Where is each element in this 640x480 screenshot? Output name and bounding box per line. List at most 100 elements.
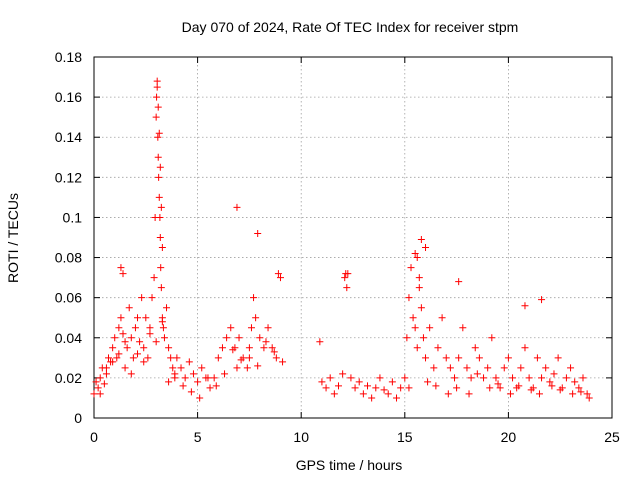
data-point bbox=[113, 354, 121, 362]
data-point bbox=[467, 374, 475, 382]
data-point bbox=[359, 390, 367, 398]
data-point bbox=[438, 314, 446, 322]
y-tick-label: 0 bbox=[74, 410, 82, 426]
y-tick-label: 0.02 bbox=[55, 370, 82, 386]
data-point bbox=[432, 382, 440, 390]
chart-title: Day 070 of 2024, Rate Of TEC Index for r… bbox=[182, 19, 519, 35]
data-point bbox=[276, 274, 284, 282]
data-point bbox=[388, 378, 396, 386]
data-point bbox=[430, 364, 438, 372]
y-tick-label: 0.1 bbox=[63, 209, 83, 225]
data-point bbox=[227, 324, 235, 332]
x-tick-label: 20 bbox=[501, 429, 517, 445]
data-point bbox=[233, 364, 241, 372]
data-point bbox=[196, 394, 204, 402]
data-point bbox=[123, 344, 131, 352]
data-point bbox=[473, 370, 481, 378]
data-point bbox=[129, 354, 137, 362]
x-tick-label: 10 bbox=[293, 429, 309, 445]
data-point bbox=[401, 374, 409, 382]
data-point bbox=[351, 384, 359, 392]
data-point bbox=[459, 324, 467, 332]
data-point bbox=[488, 334, 496, 342]
data-point bbox=[419, 334, 427, 342]
data-point bbox=[384, 390, 392, 398]
data-point bbox=[355, 378, 363, 386]
data-point bbox=[577, 388, 585, 396]
data-point bbox=[119, 330, 127, 338]
data-point bbox=[179, 382, 187, 390]
data-point bbox=[376, 374, 384, 382]
data-point bbox=[155, 173, 163, 181]
data-point bbox=[165, 378, 173, 386]
data-point bbox=[542, 364, 550, 372]
data-point bbox=[484, 364, 492, 372]
data-point bbox=[117, 264, 125, 272]
data-point bbox=[243, 364, 251, 372]
data-point bbox=[347, 374, 355, 382]
data-point bbox=[187, 388, 195, 396]
data-point bbox=[167, 354, 175, 362]
data-point bbox=[494, 380, 502, 388]
data-point bbox=[422, 244, 430, 252]
data-point bbox=[368, 394, 376, 402]
data-point bbox=[102, 364, 110, 372]
data-point bbox=[444, 390, 452, 398]
y-tick-label: 0.16 bbox=[55, 89, 82, 105]
data-point bbox=[260, 344, 268, 352]
data-point bbox=[422, 354, 430, 362]
data-point bbox=[148, 294, 156, 302]
data-point bbox=[156, 234, 164, 241]
data-point bbox=[538, 374, 546, 382]
plot-frame bbox=[93, 56, 613, 419]
data-point bbox=[96, 390, 104, 398]
data-point bbox=[177, 364, 185, 372]
data-point bbox=[96, 374, 104, 382]
data-point bbox=[585, 394, 593, 402]
data-point bbox=[155, 193, 163, 201]
data-point bbox=[579, 374, 587, 382]
data-point bbox=[562, 374, 570, 382]
data-point bbox=[153, 77, 161, 85]
x-tick-label: 5 bbox=[194, 429, 202, 445]
data-point bbox=[146, 330, 154, 338]
data-point bbox=[583, 390, 591, 398]
x-tick-label: 0 bbox=[90, 429, 98, 445]
data-point bbox=[115, 324, 123, 332]
data-point bbox=[334, 382, 342, 390]
data-point bbox=[153, 83, 161, 91]
data-point bbox=[181, 374, 189, 382]
data-point bbox=[159, 324, 167, 332]
data-point bbox=[250, 294, 258, 302]
data-point bbox=[140, 358, 148, 366]
data-point bbox=[453, 384, 461, 392]
data-point bbox=[117, 314, 125, 322]
data-point bbox=[343, 284, 351, 292]
data-point bbox=[411, 250, 419, 258]
data-point bbox=[158, 244, 166, 252]
data-point bbox=[415, 274, 423, 282]
y-tick-label: 0.12 bbox=[55, 169, 82, 185]
data-point bbox=[417, 236, 425, 244]
data-point bbox=[434, 344, 442, 352]
data-point bbox=[575, 384, 583, 392]
y-axis-label: ROTI / TECUs bbox=[5, 193, 21, 283]
data-point bbox=[119, 270, 127, 278]
data-point bbox=[131, 324, 139, 332]
data-point bbox=[121, 364, 129, 372]
data-point bbox=[152, 338, 160, 346]
data-point bbox=[272, 354, 280, 362]
data-point bbox=[326, 374, 334, 382]
data-point bbox=[150, 274, 158, 282]
data-point bbox=[92, 378, 100, 386]
y-tick-label: 0.04 bbox=[55, 330, 82, 346]
data-point bbox=[316, 338, 324, 346]
data-point bbox=[245, 344, 253, 352]
data-point bbox=[233, 203, 241, 211]
y-tick-label: 0.14 bbox=[55, 129, 82, 145]
data-point bbox=[156, 213, 164, 221]
data-point bbox=[446, 364, 454, 372]
data-point bbox=[125, 304, 133, 312]
data-point bbox=[254, 229, 262, 237]
data-point bbox=[504, 354, 512, 362]
